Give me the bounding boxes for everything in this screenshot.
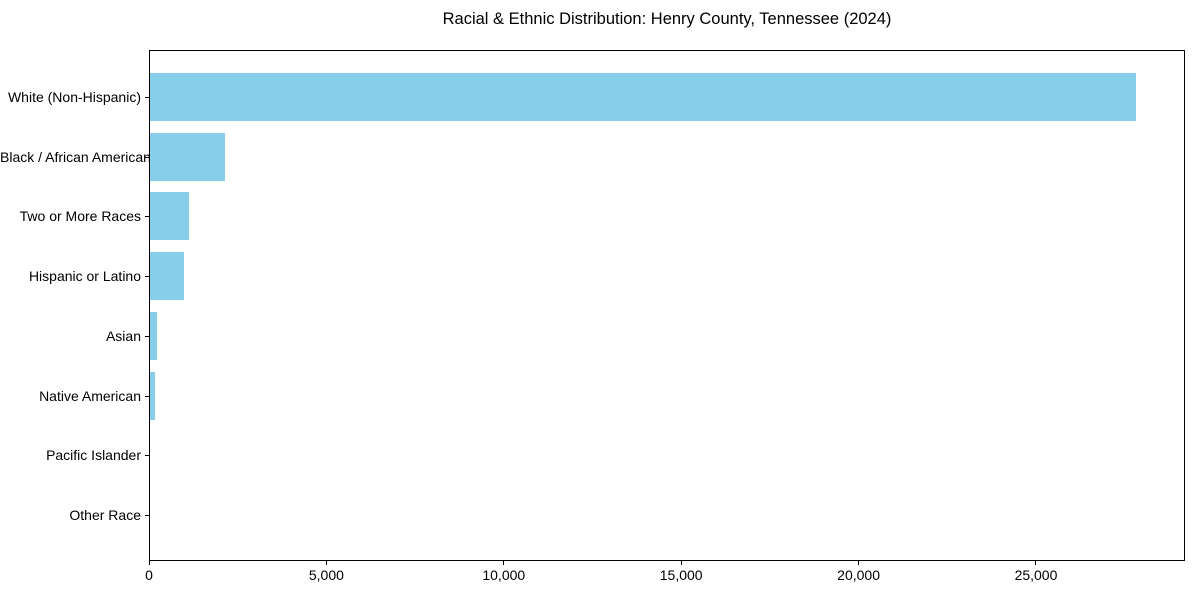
x-tick-mark <box>325 561 327 565</box>
x-tick-label: 5,000 <box>308 567 344 583</box>
y-tick-mark <box>145 276 149 278</box>
y-tick-mark <box>145 97 149 98</box>
bar <box>150 192 190 241</box>
y-tick-label: Two or More Races <box>19 208 141 225</box>
y-tick-mark <box>145 335 149 337</box>
y-tick-label: Black / African American <box>0 148 151 165</box>
bar <box>150 252 185 301</box>
bar <box>150 132 225 181</box>
y-tick-label: Pacific Islander <box>46 447 141 464</box>
y-tick-label: Asian <box>105 327 141 344</box>
x-tick-label: 15,000 <box>659 567 703 583</box>
y-tick-label: Hispanic or Latino <box>28 268 141 285</box>
x-tick-mark <box>1035 561 1037 565</box>
y-tick-label: Other Race <box>69 506 141 523</box>
x-tick-label: 20,000 <box>837 567 880 583</box>
chart-title: Racial & Ethnic Distribution: Henry Coun… <box>442 10 892 28</box>
y-tick-mark <box>145 156 149 158</box>
bar <box>150 311 158 360</box>
x-tick-label: 25,000 <box>1014 567 1058 583</box>
x-tick-mark <box>503 561 505 565</box>
bar <box>150 73 1137 121</box>
x-tick-label: 0 <box>145 567 153 583</box>
y-tick-label: Native American <box>39 387 141 404</box>
y-tick-mark <box>145 455 149 457</box>
y-tick-mark <box>145 216 149 218</box>
y-tick-mark <box>145 395 149 397</box>
y-tick-label: White (Non-Hispanic) <box>7 89 141 105</box>
x-tick-mark <box>680 561 682 565</box>
x-tick-label: 10,000 <box>482 567 526 583</box>
bar <box>150 371 155 420</box>
y-tick-mark <box>145 514 149 516</box>
plot-area <box>149 50 1185 561</box>
x-tick-mark <box>858 561 860 565</box>
x-tick-mark <box>148 561 150 565</box>
